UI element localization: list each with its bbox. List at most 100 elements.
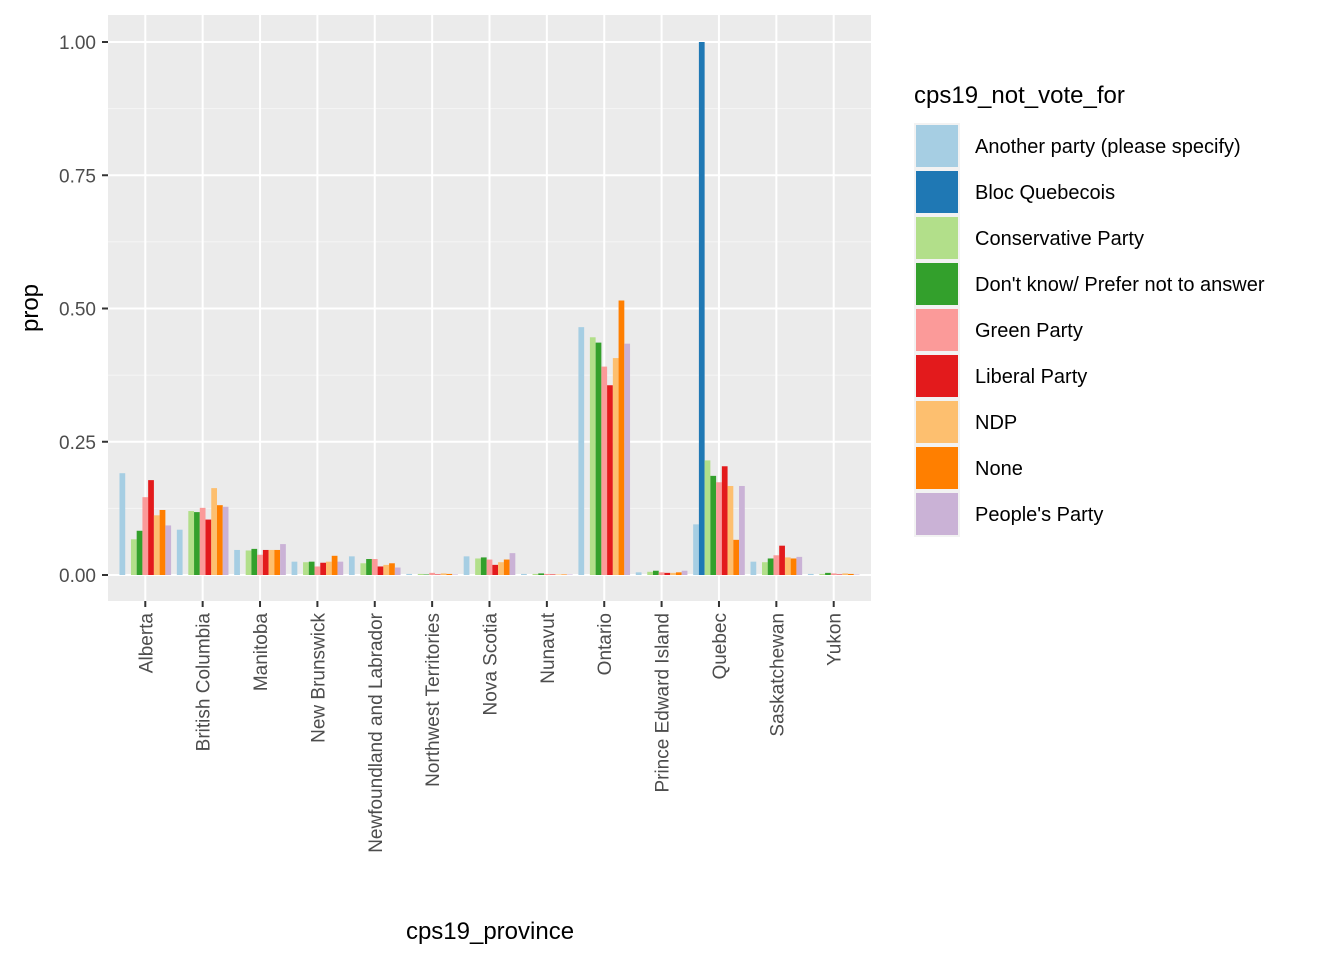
bar-british-columbia-conservative-party bbox=[188, 511, 195, 575]
legend-label-green-party: Green Party bbox=[975, 320, 1083, 342]
bar-quebec-liberal-party bbox=[721, 466, 728, 575]
bar-new-brunswick-another-party-please-specify bbox=[291, 561, 298, 575]
legend-swatch-liberal-party bbox=[916, 355, 958, 397]
legend-swatch-conservative-party bbox=[916, 217, 958, 259]
x-tick-label-alberta: Alberta bbox=[136, 613, 157, 674]
bar-newfoundland-and-labrador-don-t-know-prefer-not-to-answer bbox=[366, 559, 372, 575]
legend-label-another-party-please-specify: Another party (please specify) bbox=[975, 136, 1241, 158]
bar-newfoundland-and-labrador-conservative-party bbox=[360, 563, 367, 575]
bar-quebec-bloc-quebecois bbox=[698, 42, 705, 575]
bar-manitoba-ndp bbox=[268, 549, 275, 575]
bar-alberta-liberal-party bbox=[148, 480, 154, 575]
bar-nova-scotia-another-party-please-specify bbox=[463, 556, 470, 575]
bar-nova-scotia-liberal-party bbox=[492, 564, 499, 575]
bar-prince-edward-island-ndp bbox=[670, 572, 676, 575]
bar-british-columbia-people-s-party bbox=[222, 506, 229, 575]
bar-nunavut-green-party bbox=[544, 573, 550, 575]
bar-prince-edward-island-another-party-please-specify bbox=[635, 572, 642, 575]
bar-british-columbia-liberal-party bbox=[205, 519, 212, 575]
y-tick-label: 0.75 bbox=[59, 166, 96, 187]
bar-quebec-people-s-party bbox=[739, 485, 745, 575]
bar-ontario-another-party-please-specify bbox=[578, 327, 585, 575]
bar-manitoba-another-party-please-specify bbox=[234, 549, 240, 575]
bar-british-columbia-ndp bbox=[211, 488, 217, 575]
bar-northwest-territories-none bbox=[446, 573, 453, 575]
bar-saskatchewan-none bbox=[790, 558, 797, 575]
y-axis-title: prop bbox=[17, 284, 44, 332]
bar-alberta-another-party-please-specify bbox=[119, 473, 126, 575]
bar-nova-scotia-conservative-party bbox=[475, 558, 481, 575]
bar-yukon-don-t-know-prefer-not-to-answer bbox=[825, 572, 831, 575]
bar-yukon-another-party-please-specify bbox=[807, 573, 814, 575]
bar-ontario-green-party bbox=[601, 366, 608, 575]
bar-alberta-none bbox=[159, 509, 166, 575]
bar-quebec-conservative-party bbox=[704, 460, 711, 575]
bar-manitoba-none bbox=[274, 549, 281, 575]
bar-northwest-territories-green-party bbox=[429, 572, 435, 575]
bar-ontario-ndp bbox=[612, 358, 619, 575]
bar-nunavut-liberal-party bbox=[549, 574, 556, 575]
bar-yukon-people-s-party bbox=[853, 574, 860, 575]
x-axis-title: cps19_province bbox=[406, 918, 574, 945]
bar-yukon-liberal-party bbox=[836, 574, 843, 575]
bar-yukon-none bbox=[848, 573, 854, 575]
legend-label-don-t-know-prefer-not-to-answer: Don't know/ Prefer not to answer bbox=[975, 274, 1265, 296]
bar-saskatchewan-people-s-party bbox=[796, 556, 803, 575]
legend-swatch-another-party-please-specify bbox=[916, 125, 958, 167]
bar-quebec-ndp bbox=[727, 485, 734, 575]
bar-new-brunswick-liberal-party bbox=[320, 562, 326, 575]
bar-british-columbia-none bbox=[217, 505, 223, 575]
x-tick-label-northwest-territories: Northwest Territories bbox=[423, 613, 444, 787]
bar-newfoundland-and-labrador-ndp bbox=[383, 564, 390, 575]
x-tick-label-ontario: Ontario bbox=[595, 613, 616, 675]
bar-ontario-conservative-party bbox=[589, 337, 596, 575]
bar-manitoba-people-s-party bbox=[280, 544, 286, 575]
bar-quebec-none bbox=[733, 539, 740, 575]
bar-nova-scotia-green-party bbox=[486, 559, 493, 575]
bar-quebec-don-t-know-prefer-not-to-answer bbox=[710, 475, 717, 575]
legend-swatch-ndp bbox=[916, 401, 958, 443]
bar-newfoundland-and-labrador-green-party bbox=[371, 559, 378, 575]
legend-label-people-s-party: People's Party bbox=[975, 504, 1103, 526]
bar-northwest-territories-another-party-please-specify bbox=[406, 573, 413, 575]
x-axis: Alberta British Columbia Manitoba New Bruns… bbox=[136, 601, 846, 853]
legend-swatch-green-party bbox=[916, 309, 958, 351]
bar-british-columbia-don-t-know-prefer-not-to-answer bbox=[194, 512, 200, 575]
bar-northwest-territories-don-t-know-prefer-not-to-answer bbox=[423, 574, 430, 575]
bar-saskatchewan-another-party-please-specify bbox=[750, 561, 757, 575]
bar-manitoba-conservative-party bbox=[245, 550, 252, 575]
y-tick-label: 0.50 bbox=[59, 300, 96, 321]
legend-label-liberal-party: Liberal Party bbox=[975, 366, 1087, 388]
bar-manitoba-don-t-know-prefer-not-to-answer bbox=[251, 548, 258, 575]
bar-yukon-conservative-party bbox=[819, 573, 826, 575]
bar-northwest-territories-ndp bbox=[440, 573, 447, 575]
bar-new-brunswick-green-party bbox=[314, 566, 321, 575]
bar-saskatchewan-conservative-party bbox=[762, 562, 768, 575]
bar-saskatchewan-don-t-know-prefer-not-to-answer bbox=[767, 558, 774, 575]
y-tick-label: 0.25 bbox=[59, 433, 96, 454]
legend-label-bloc-quebecois: Bloc Quebecois bbox=[975, 182, 1115, 204]
x-tick-label-british-columbia: British Columbia bbox=[194, 613, 215, 752]
bar-manitoba-liberal-party bbox=[262, 549, 269, 575]
bar-saskatchewan-liberal-party bbox=[779, 545, 785, 575]
legend: cps19_not_vote_for Another party (please… bbox=[914, 82, 1265, 537]
bar-new-brunswick-ndp bbox=[326, 561, 332, 575]
bars bbox=[119, 42, 860, 575]
bar-newfoundland-and-labrador-people-s-party bbox=[394, 567, 401, 575]
bar-nunavut-none bbox=[561, 574, 567, 575]
legend-swatch-don-t-know-prefer-not-to-answer bbox=[916, 263, 958, 305]
bar-saskatchewan-ndp bbox=[784, 557, 791, 575]
bar-northwest-territories-conservative-party bbox=[417, 573, 424, 575]
bar-newfoundland-and-labrador-none bbox=[389, 563, 395, 575]
legend-swatch-none bbox=[916, 447, 958, 489]
bar-new-brunswick-don-t-know-prefer-not-to-answer bbox=[308, 561, 315, 575]
legend-label-ndp: NDP bbox=[975, 412, 1017, 434]
bar-ontario-don-t-know-prefer-not-to-answer bbox=[595, 342, 602, 575]
bar-nunavut-another-party-please-specify bbox=[521, 573, 527, 575]
x-tick-label-new-brunswick: New Brunswick bbox=[308, 613, 329, 743]
bar-prince-edward-island-green-party bbox=[658, 572, 665, 575]
bar-nunavut-don-t-know-prefer-not-to-answer bbox=[538, 573, 544, 575]
x-tick-label-manitoba: Manitoba bbox=[251, 613, 272, 692]
bar-quebec-another-party-please-specify bbox=[693, 524, 699, 575]
